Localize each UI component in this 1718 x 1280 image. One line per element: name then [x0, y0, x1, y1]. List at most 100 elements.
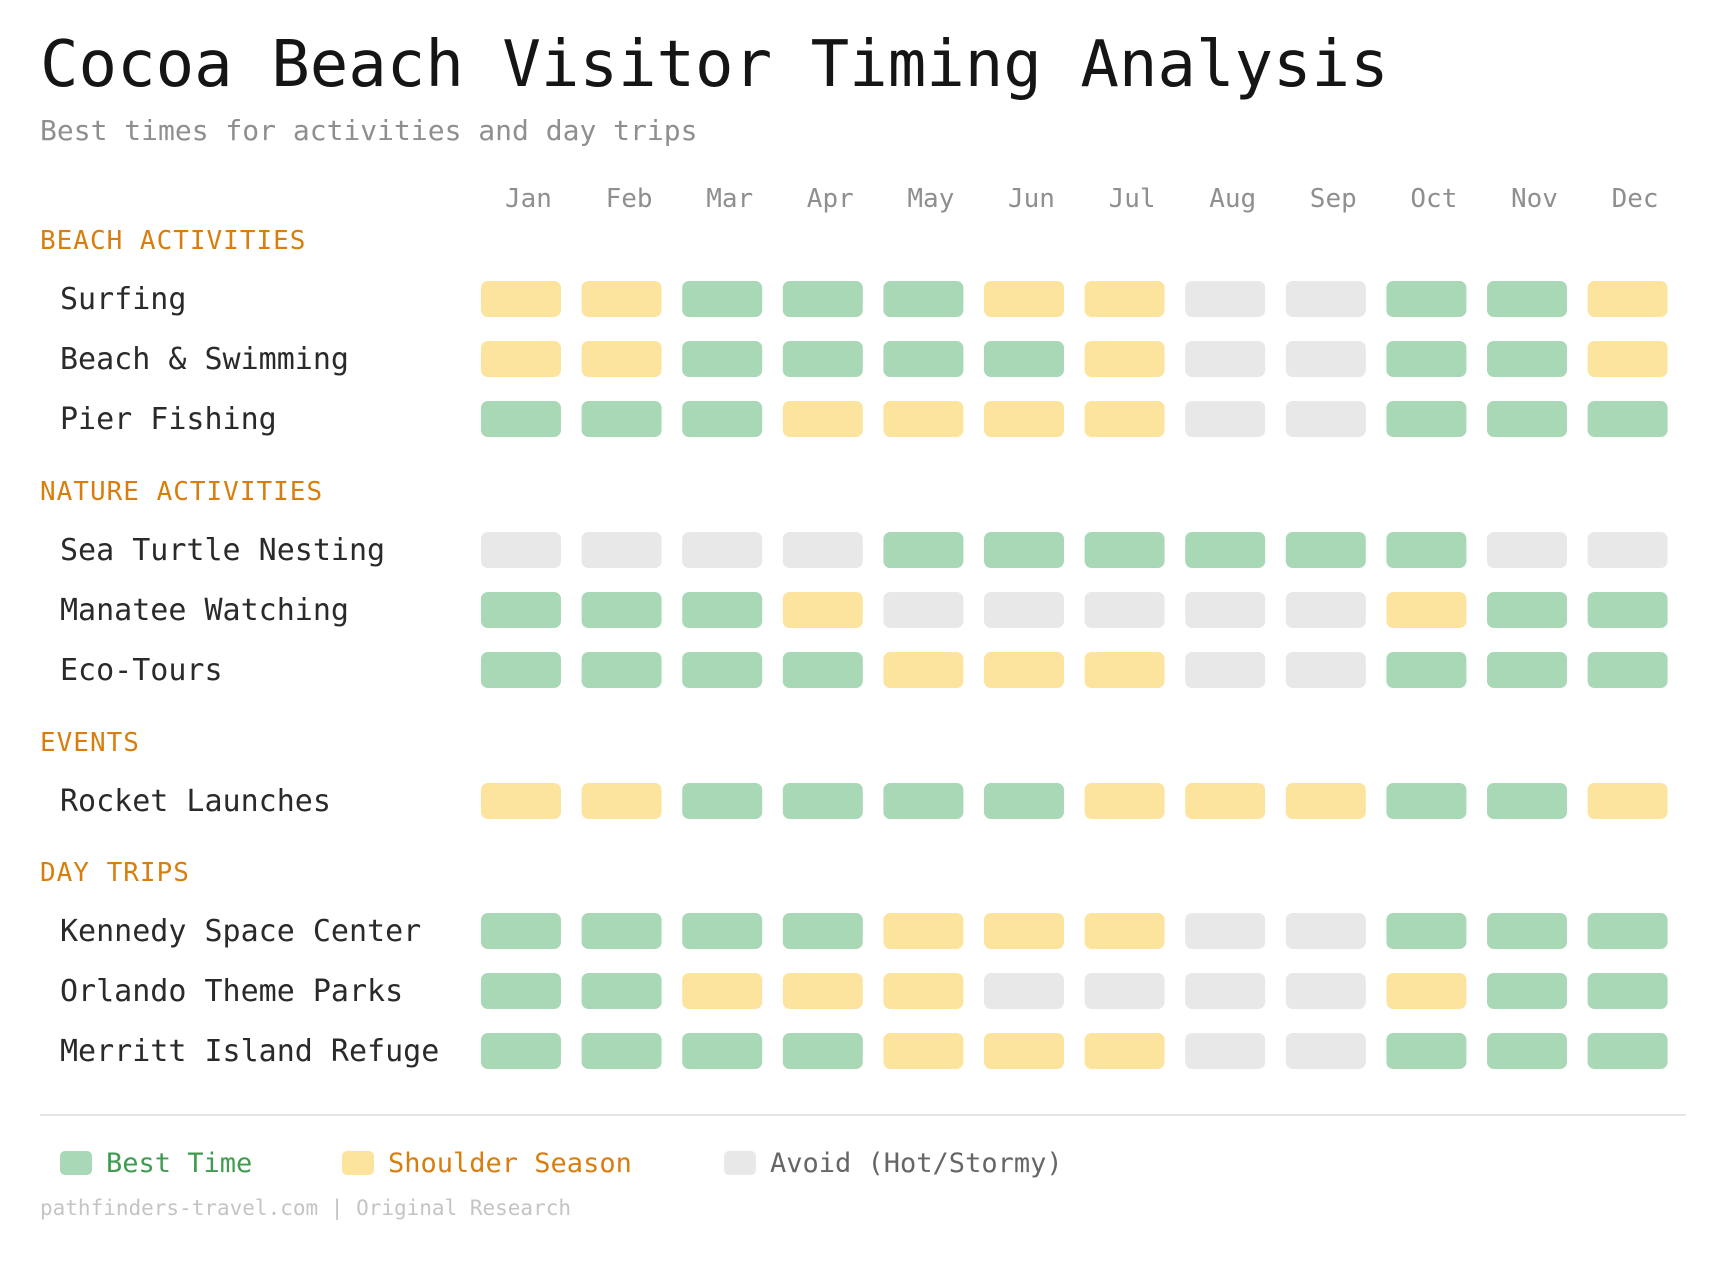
heat-cell: [1587, 652, 1668, 688]
row-label: Orlando Theme Parks: [60, 974, 403, 1009]
heat-cell: [1587, 1033, 1668, 1069]
heat-cell: [1285, 783, 1366, 819]
heat-cell: [1587, 532, 1668, 568]
heat-cell: [682, 341, 763, 377]
heat-cell: [481, 783, 561, 819]
heat-cell: [883, 592, 964, 628]
heat-cell: [1487, 1033, 1567, 1069]
heat-cell: [581, 1033, 662, 1069]
legend-label-avoid: Avoid (Hot/Stormy): [770, 1147, 1063, 1179]
heat-cell: [984, 281, 1064, 317]
heat-cell: [1587, 281, 1668, 317]
heat-cell: [1185, 652, 1266, 688]
month-label-jun: Jun: [1008, 184, 1055, 214]
heat-cell: [1084, 783, 1165, 819]
month-label-jan: Jan: [505, 184, 552, 214]
heat-cell: [581, 341, 662, 377]
heat-cell: [481, 913, 561, 949]
section-label-3: DAY TRIPS: [40, 858, 190, 888]
heat-cell: [1185, 281, 1266, 317]
row-label: Rocket Launches: [60, 784, 331, 819]
heat-cell: [1587, 341, 1668, 377]
heat-cell: [1487, 532, 1567, 568]
heat-cell: [1084, 532, 1165, 568]
heat-cell: [782, 341, 863, 377]
heat-cell: [581, 913, 662, 949]
heat-cell: [1185, 532, 1266, 568]
heat-cell: [1285, 973, 1366, 1009]
legend-swatch-avoid: [724, 1151, 756, 1175]
heat-cell: [1487, 401, 1567, 437]
heat-cell: [782, 652, 863, 688]
heat-cell: [581, 973, 662, 1009]
heat-cell: [481, 592, 561, 628]
row-label: Pier Fishing: [60, 402, 277, 437]
month-label-apr: Apr: [807, 184, 854, 214]
heat-cell: [1285, 592, 1366, 628]
heat-cell: [782, 532, 863, 568]
heat-cell: [481, 532, 561, 568]
heat-cell: [782, 592, 863, 628]
month-label-mar: Mar: [706, 184, 753, 214]
heat-cell: [682, 973, 763, 1009]
heat-cell: [1185, 1033, 1266, 1069]
timing-heatmap: Jan Feb Mar Apr May Jun Jul Aug Sep Oct Nov Dec BEAC…: [40, 184, 1668, 1069]
heat-cell: [1386, 652, 1467, 688]
heat-cell: [1185, 592, 1266, 628]
heat-cell: [782, 783, 863, 819]
heat-cell: [1587, 401, 1668, 437]
legend-item-shoulder: Shoulder Season: [342, 1146, 632, 1180]
heat-cell: [1084, 1033, 1165, 1069]
month-label-sep: Sep: [1310, 184, 1357, 214]
heat-cell: [1285, 1033, 1366, 1069]
heat-cell: [682, 783, 763, 819]
heat-cell: [1084, 973, 1165, 1009]
month-label-oct: Oct: [1410, 184, 1457, 214]
heat-cell: [1487, 783, 1567, 819]
heat-cell: [1386, 973, 1467, 1009]
heat-cell: [1285, 401, 1366, 437]
month-label-feb: Feb: [606, 184, 653, 214]
heat-cell: [1386, 341, 1467, 377]
heat-cell: [883, 401, 964, 437]
heat-cell: [481, 341, 561, 377]
heat-cell: [984, 532, 1064, 568]
heat-cell: [883, 652, 964, 688]
heat-cell: [481, 1033, 561, 1069]
heat-cell: [1487, 341, 1567, 377]
heat-cell: [1487, 973, 1567, 1009]
heat-cell: [1285, 281, 1366, 317]
section-label-2: EVENTS: [40, 728, 140, 758]
heat-cell: [682, 401, 763, 437]
heat-cell: [1185, 401, 1266, 437]
heat-cell: [1285, 913, 1366, 949]
heat-cell: [984, 592, 1064, 628]
legend: Best Time Shoulder Season Avoid (Hot/Sto…: [60, 1146, 1160, 1180]
heat-cell: [1587, 592, 1668, 628]
heat-cell: [782, 913, 863, 949]
heat-cell: [682, 913, 763, 949]
heat-cell: [1386, 783, 1467, 819]
heat-cell: [1386, 913, 1467, 949]
heat-cell: [1487, 652, 1567, 688]
heat-cell: [1487, 913, 1567, 949]
heat-cell: [1084, 281, 1165, 317]
legend-swatch-shoulder: [342, 1151, 374, 1175]
heat-cell: [984, 652, 1064, 688]
heat-cell: [984, 783, 1064, 819]
row-label: Manatee Watching: [60, 593, 349, 628]
heat-cell: [1587, 973, 1668, 1009]
heat-cell: [1185, 973, 1266, 1009]
heat-cell: [1285, 341, 1366, 377]
heat-cell: [581, 281, 662, 317]
heat-cell: [1185, 913, 1266, 949]
heat-cell: [883, 532, 964, 568]
heat-cell: [481, 652, 561, 688]
heat-cell: [682, 592, 763, 628]
heat-cell: [481, 973, 561, 1009]
heat-cell: [782, 401, 863, 437]
heat-cell: [1185, 341, 1266, 377]
row-label: Surfing: [60, 282, 186, 317]
heat-cell: [1084, 652, 1165, 688]
